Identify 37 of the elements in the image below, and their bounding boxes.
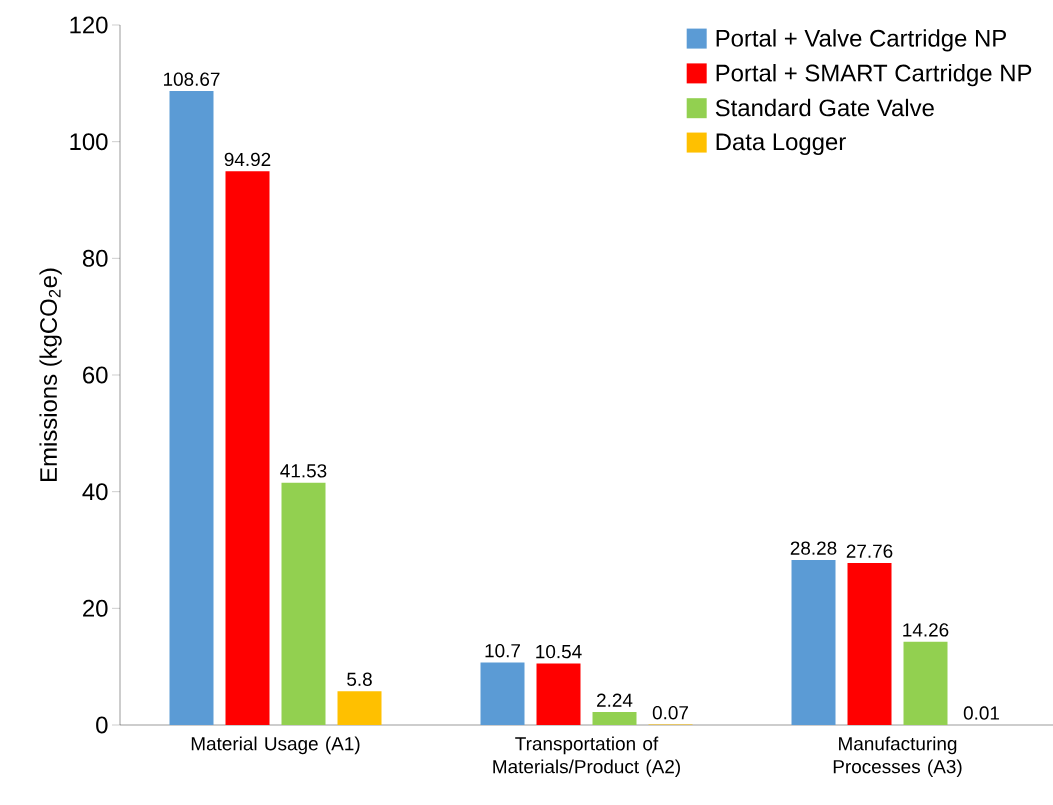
- bar: [847, 563, 892, 725]
- bar: [281, 482, 326, 725]
- y-tick-label: 80: [82, 249, 108, 267]
- bar: [225, 171, 270, 725]
- bar: [169, 91, 214, 725]
- legend-label: Standard Gate Valve: [715, 98, 934, 117]
- legend-label: Portal + SMART Cartridge NP: [716, 63, 1032, 87]
- bar: [903, 641, 948, 725]
- data-label: 2.24: [597, 693, 633, 707]
- bar: [536, 663, 581, 725]
- data-label: 94.92: [224, 152, 271, 167]
- y-tick-label: 20: [83, 599, 108, 617]
- data-label: 27.76: [846, 544, 893, 558]
- x-tick-label: Material Usage (A1): [191, 736, 360, 755]
- y-tick-label: 100: [70, 133, 108, 151]
- legend-label: Portal + Valve Cartridge NP: [716, 29, 1006, 52]
- x-tick-label: Manufacturing Processes (A3): [833, 736, 962, 778]
- data-label: 14.26: [903, 623, 949, 637]
- y-tick-label: 40: [82, 483, 108, 501]
- data-label: 10.54: [536, 644, 582, 659]
- data-label: 0.01: [963, 706, 999, 720]
- bar: [791, 560, 836, 725]
- data-label: 10.7: [485, 643, 520, 658]
- y-tick-label: 0: [96, 716, 108, 734]
- y-axis-title: Emissions (kgCO$_{2}$e): [39, 268, 62, 481]
- bar: [337, 691, 382, 725]
- legend-label: Data Logger: [716, 133, 846, 156]
- x-tick-label: Transportation of Materials/Product (A2): [493, 736, 680, 778]
- y-tick-label: 60: [83, 366, 108, 384]
- data-label: 5.8: [347, 672, 372, 686]
- data-label: 108.67: [163, 72, 220, 86]
- y-tick-label: 120: [70, 16, 108, 34]
- data-label: 0.07: [652, 705, 688, 720]
- data-label: 41.53: [280, 464, 327, 478]
- bar: [592, 711, 637, 725]
- data-label: 28.28: [790, 541, 837, 555]
- bar: [480, 662, 525, 725]
